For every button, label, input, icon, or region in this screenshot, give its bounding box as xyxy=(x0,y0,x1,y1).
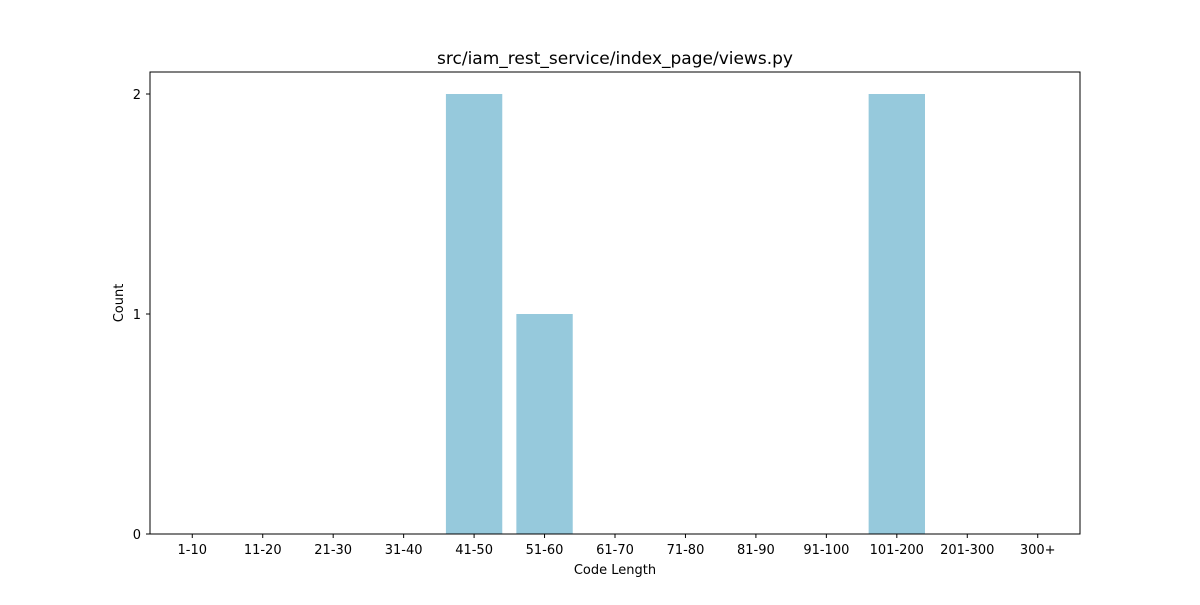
x-tick-label: 300+ xyxy=(1020,543,1056,558)
chart-title: src/iam_rest_service/index_page/views.py xyxy=(437,49,793,69)
y-tick-label: 0 xyxy=(133,528,141,543)
bars-group xyxy=(445,94,925,534)
y-tick-label: 1 xyxy=(133,308,141,323)
bar-51-60 xyxy=(516,314,573,534)
plot-frame xyxy=(149,71,1081,535)
x-tick-label: 51-60 xyxy=(526,543,564,558)
x-axis-label: Code Length xyxy=(574,563,656,578)
x-tick-label: 71-80 xyxy=(667,543,705,558)
bar-41-50 xyxy=(445,94,503,534)
x-tick-label: 201-300 xyxy=(940,543,994,558)
x-axis-ticks: 1-10 11-20 21-30 31-40 41-50 51-60 61-70 71-80 8… xyxy=(178,534,1056,558)
x-tick-label: 21-30 xyxy=(314,543,352,558)
x-tick-label: 11-20 xyxy=(244,543,282,558)
x-tick-label: 1-10 xyxy=(178,543,208,558)
x-tick-label: 31-40 xyxy=(385,543,423,558)
x-tick-label: 101-200 xyxy=(870,543,924,558)
y-tick-label: 2 xyxy=(133,88,141,103)
x-tick-label: 91-100 xyxy=(803,543,849,558)
y-axis-ticks: 0 1 2 xyxy=(133,88,150,543)
x-tick-label: 61-70 xyxy=(596,543,634,558)
y-axis-label: Count xyxy=(112,284,127,323)
bar-101-200 xyxy=(868,94,925,534)
x-tick-label: 81-90 xyxy=(737,543,775,558)
x-tick-label: 41-50 xyxy=(455,543,493,558)
